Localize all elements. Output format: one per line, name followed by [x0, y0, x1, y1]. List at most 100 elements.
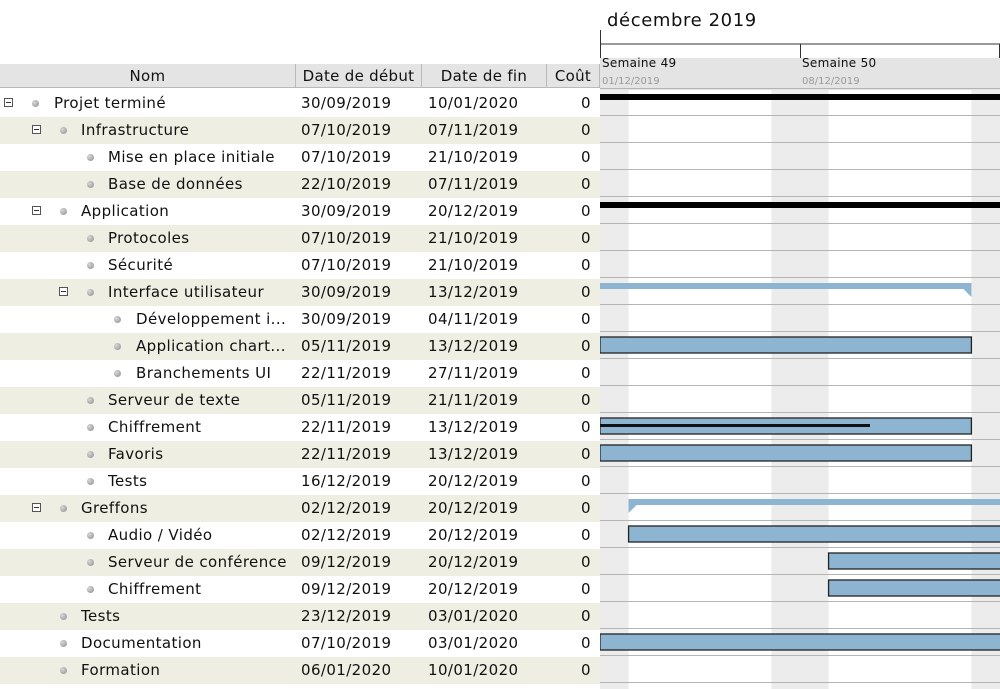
table-row[interactable]: Tests 23/12/2019 03/01/2020 0: [0, 603, 600, 630]
table-row[interactable]: Infrastructure 07/10/2019 07/11/2019 0: [0, 117, 600, 144]
task-bar: [827, 579, 1000, 597]
task-bullet-icon: [60, 613, 67, 620]
group-bar-end-cap: [963, 283, 972, 297]
task-end-date: 20/12/2019: [428, 472, 519, 490]
task-name: Base de données: [108, 175, 243, 193]
task-bullet-icon: [60, 640, 67, 647]
table-row[interactable]: Développement i... 30/09/2019 04/11/2019 0: [0, 306, 600, 333]
week-label: Semaine 50: [802, 56, 876, 70]
task-start-date: 07/10/2019: [301, 148, 392, 166]
task-start-date: 22/11/2019: [301, 364, 392, 382]
table-row[interactable]: Chiffrement 09/12/2019 20/12/2019 0: [0, 576, 600, 603]
table-row[interactable]: Favoris 22/11/2019 13/12/2019 0: [0, 441, 600, 468]
task-bullet-icon: [87, 532, 94, 539]
week-band: [600, 58, 1000, 90]
task-end-date: 07/11/2019: [428, 175, 519, 193]
column-header-name[interactable]: Nom: [0, 64, 296, 88]
task-end-date: 13/12/2019: [428, 283, 519, 301]
month-label: décembre 2019: [607, 10, 757, 31]
task-end-date: 21/10/2019: [428, 148, 519, 166]
task-end-date: 20/12/2019: [428, 499, 519, 517]
table-row[interactable]: Formation 06/01/2020 10/01/2020 0: [0, 657, 600, 684]
task-start-date: 05/11/2019: [301, 391, 392, 409]
group-bar: [628, 499, 1000, 505]
table-row[interactable]: Chiffrement 22/11/2019 13/12/2019 0: [0, 414, 600, 441]
table-row[interactable]: Base de données 22/10/2019 07/11/2019 0: [0, 171, 600, 198]
task-start-date: 09/12/2019: [301, 580, 392, 598]
task-end-date: 20/12/2019: [428, 580, 519, 598]
task-end-date: 13/12/2019: [428, 418, 519, 436]
column-header-end[interactable]: Date de fin: [422, 64, 547, 88]
table-row[interactable]: Serveur de texte 05/11/2019 21/11/2019 0: [0, 387, 600, 414]
table-row[interactable]: Greffons 02/12/2019 20/12/2019 0: [0, 495, 600, 522]
collapse-toggle-icon[interactable]: [59, 287, 68, 296]
collapse-toggle-icon[interactable]: [4, 98, 13, 107]
task-cost: 0: [581, 661, 591, 679]
table-row[interactable]: Protocoles 07/10/2019 21/10/2019 0: [0, 225, 600, 252]
week-date: 08/12/2019: [802, 76, 860, 87]
task-cost: 0: [581, 391, 591, 409]
task-bar: [600, 444, 973, 462]
table-row[interactable]: Serveur de conférence 09/12/2019 20/12/201…: [0, 549, 600, 576]
week-label: Semaine 49: [602, 56, 676, 70]
table-row[interactable]: Application chart... 05/11/2019 13/12/2019…: [0, 333, 600, 360]
gantt-chart: décembre 2019 Semaine 49 01/12/2019 Semaine…: [600, 0, 1000, 689]
task-bullet-icon: [87, 397, 94, 404]
task-bullet-icon: [60, 667, 67, 674]
week-date: 01/12/2019: [602, 76, 660, 87]
task-cost: 0: [581, 634, 591, 652]
table-row[interactable]: Mise en place initiale 07/10/2019 21/10/20…: [0, 144, 600, 171]
task-end-date: 21/11/2019: [428, 391, 519, 409]
task-end-date: 20/12/2019: [428, 526, 519, 544]
table-row[interactable]: Sécurité 07/10/2019 21/10/2019 0: [0, 252, 600, 279]
task-cost: 0: [581, 580, 591, 598]
task-start-date: 06/01/2020: [301, 661, 392, 679]
task-start-date: 23/12/2019: [301, 607, 392, 625]
table-row[interactable]: Branchements UI 22/11/2019 27/11/2019 0: [0, 360, 600, 387]
task-bullet-icon: [87, 586, 94, 593]
table-row[interactable]: Application 30/09/2019 20/12/2019 0: [0, 198, 600, 225]
task-bullet-icon: [60, 127, 67, 134]
table-row[interactable]: Tests 16/12/2019 20/12/2019 0: [0, 468, 600, 495]
column-header-start[interactable]: Date de début: [296, 64, 422, 88]
task-start-date: 22/10/2019: [301, 175, 392, 193]
task-end-date: 07/11/2019: [428, 121, 519, 139]
table-row[interactable]: Documentation 07/10/2019 03/01/2020 0: [0, 630, 600, 657]
table-row[interactable]: Projet terminé 30/09/2019 10/01/2020 0: [0, 90, 600, 117]
collapse-toggle-icon[interactable]: [32, 503, 41, 512]
task-bullet-icon: [87, 262, 94, 269]
task-bar: [627, 525, 1000, 543]
task-start-date: 09/12/2019: [301, 553, 392, 571]
task-cost: 0: [581, 418, 591, 436]
task-name: Chiffrement: [108, 418, 202, 436]
collapse-toggle-icon[interactable]: [32, 206, 41, 215]
gantt-canvas: décembre 2019 Semaine 49 01/12/2019 Semaine…: [600, 10, 1000, 689]
table-row[interactable]: Interface utilisateur 30/09/2019 13/12/201…: [0, 279, 600, 306]
column-header-cost[interactable]: Coût: [547, 64, 600, 88]
task-cost: 0: [581, 499, 591, 517]
task-end-date: 20/12/2019: [428, 202, 519, 220]
task-bullet-icon: [87, 559, 94, 566]
task-end-date: 21/10/2019: [428, 229, 519, 247]
task-name: Interface utilisateur: [108, 283, 265, 301]
task-start-date: 30/09/2019: [301, 283, 392, 301]
task-bullet-icon: [32, 100, 39, 107]
task-bullet-icon: [114, 370, 121, 377]
task-cost: 0: [581, 472, 591, 490]
task-start-date: 07/10/2019: [301, 229, 392, 247]
task-end-date: 13/12/2019: [428, 337, 519, 355]
task-progress-line: [600, 424, 870, 427]
task-table: Nom Date de début Date de fin Coût Proje…: [0, 64, 600, 684]
task-end-date: 03/01/2020: [428, 607, 519, 625]
weekend-shade: [600, 90, 629, 689]
task-name: Formation: [81, 661, 161, 679]
table-row[interactable]: Audio / Vidéo 02/12/2019 20/12/2019 0: [0, 522, 600, 549]
task-bullet-icon: [87, 424, 94, 431]
task-name: Application chart...: [136, 337, 286, 355]
collapse-toggle-icon[interactable]: [32, 125, 41, 134]
task-start-date: 07/10/2019: [301, 634, 392, 652]
task-start-date: 02/12/2019: [301, 499, 392, 517]
group-bar: [600, 283, 972, 289]
task-cost: 0: [581, 94, 591, 112]
task-name: Serveur de conférence: [108, 553, 287, 571]
